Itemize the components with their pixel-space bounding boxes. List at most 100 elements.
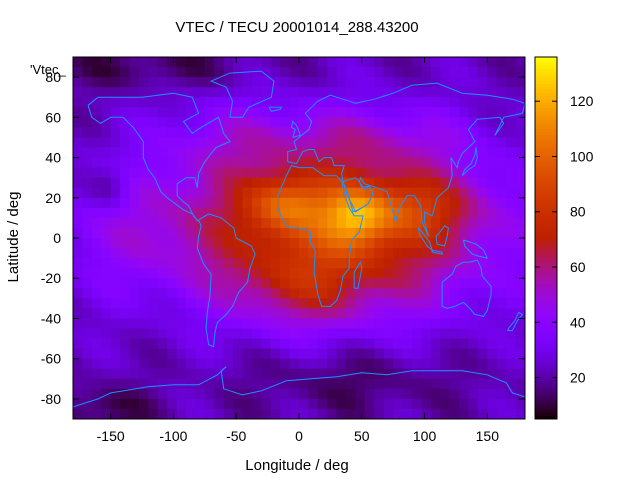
heatmap-cell — [430, 248, 441, 259]
heatmap-cell — [440, 207, 451, 219]
heatmap-cell — [449, 147, 460, 159]
heatmap-cell — [468, 358, 479, 370]
heatmap-cell — [374, 187, 385, 199]
heatmap-cell — [110, 368, 121, 380]
colorbar-tick-label: 80 — [570, 204, 586, 220]
heatmap-cell — [233, 298, 244, 309]
heatmap-cell — [393, 227, 404, 239]
heatmap-cell — [496, 278, 507, 289]
heatmap-cell — [327, 258, 338, 269]
heatmap-cell — [487, 77, 498, 88]
colorbar-swatch — [535, 379, 557, 384]
heatmap-cell — [148, 127, 159, 139]
heatmap-cell — [383, 388, 394, 400]
heatmap-cell — [176, 328, 187, 340]
heatmap-cell — [195, 288, 206, 299]
heatmap-cell — [110, 298, 121, 309]
heatmap-cell — [421, 378, 432, 390]
heatmap-cell — [506, 288, 517, 299]
heatmap-cell — [355, 187, 366, 199]
heatmap-cell — [383, 278, 394, 289]
heatmap-cell — [251, 87, 262, 98]
heatmap-cell — [148, 278, 159, 289]
heatmap-cell — [251, 318, 262, 330]
heatmap-cell — [214, 127, 225, 139]
heatmap-cell — [468, 167, 479, 179]
heatmap-cell — [459, 298, 470, 309]
heatmap-cell — [157, 117, 168, 128]
heatmap-cell — [317, 398, 328, 410]
heatmap-cell — [383, 157, 394, 169]
heatmap-cell — [355, 167, 366, 179]
colorbar-swatch — [535, 322, 557, 326]
heatmap-cell — [138, 408, 149, 419]
heatmap-cell — [214, 378, 225, 390]
heatmap-cell — [355, 408, 366, 419]
heatmap-cell — [120, 157, 131, 169]
heatmap-cell — [506, 248, 517, 259]
heatmap-cell — [487, 258, 498, 269]
heatmap-cell — [186, 398, 197, 410]
heatmap-cell — [317, 217, 328, 229]
heatmap-cell — [496, 137, 507, 149]
heatmap-cell — [515, 67, 525, 78]
heatmap-cell — [515, 398, 525, 410]
heatmap-cell — [421, 67, 432, 78]
heatmap-cell — [82, 57, 93, 68]
heatmap-cell — [280, 248, 291, 259]
heatmap-cell — [299, 398, 310, 410]
colorbar-swatch — [535, 147, 557, 152]
heatmap-cell — [148, 378, 159, 390]
heatmap-cell — [346, 268, 357, 279]
heatmap-cell — [270, 308, 281, 320]
colorbar-swatch — [535, 132, 557, 136]
colorbar-swatch — [535, 168, 557, 173]
heatmap-cell — [138, 127, 149, 139]
heatmap-cell — [195, 137, 206, 149]
heatmap-cell — [487, 338, 498, 350]
heatmap-cell — [129, 258, 140, 269]
heatmap-cell — [138, 318, 149, 330]
coastline-arabia — [342, 177, 374, 213]
x-tick-label: -100 — [159, 428, 187, 444]
heatmap-cell — [459, 328, 470, 340]
colorbar-swatch — [535, 69, 557, 73]
heatmap-cells — [73, 57, 525, 419]
heatmap-cell — [496, 298, 507, 309]
heatmap-cell — [73, 137, 84, 149]
heatmap-cell — [317, 328, 328, 340]
heatmap-cell — [487, 117, 498, 128]
heatmap-cell — [223, 288, 234, 299]
colorbar-swatch — [535, 349, 557, 354]
heatmap-cell — [515, 117, 525, 128]
heatmap-cell — [242, 238, 253, 249]
heatmap-cell — [477, 358, 488, 370]
heatmap-cell — [167, 248, 178, 259]
heatmap-cell — [148, 248, 159, 259]
heatmap-cell — [214, 87, 225, 98]
heatmap-cell — [412, 288, 423, 299]
heatmap-cell — [383, 107, 394, 118]
heatmap-cell — [327, 358, 338, 370]
heatmap-cell — [336, 207, 347, 219]
heatmap-cell — [129, 298, 140, 309]
heatmap-cell — [270, 338, 281, 350]
heatmap-cell — [195, 248, 206, 259]
heatmap-cell — [176, 288, 187, 299]
heatmap-cell — [393, 77, 404, 88]
heatmap-cell — [496, 107, 507, 118]
heatmap-cell — [167, 157, 178, 169]
heatmap-cell — [176, 258, 187, 269]
heatmap-cell — [176, 378, 187, 390]
heatmap-cell — [270, 328, 281, 340]
heatmap-cell — [167, 177, 178, 189]
heatmap-cell — [223, 157, 234, 169]
heatmap-cell — [242, 107, 253, 118]
y-tick-label: 40 — [45, 150, 61, 166]
heatmap-cell — [251, 167, 262, 179]
heatmap-cell — [412, 238, 423, 249]
heatmap-cell — [402, 248, 413, 259]
heatmap-cell — [515, 197, 525, 209]
heatmap-cell — [167, 137, 178, 149]
heatmap-cell — [336, 137, 347, 149]
